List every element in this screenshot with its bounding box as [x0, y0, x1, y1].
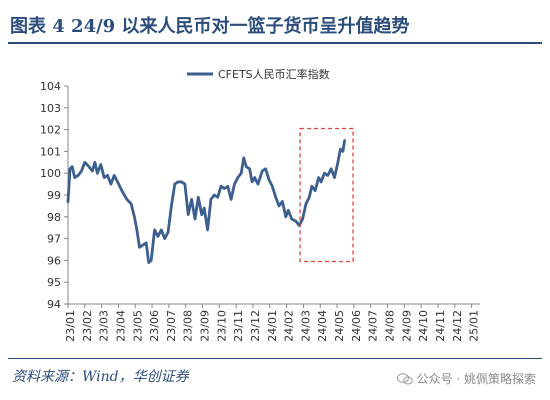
title-divider	[8, 42, 542, 44]
x-tick-label: 24/01	[266, 310, 279, 342]
x-tick-label: 23/06	[148, 310, 161, 342]
x-axis: 23/01 23/02 23/03 23/04 23/05 23/06 23/07 23/08…	[64, 303, 481, 342]
highlight-box	[299, 127, 354, 263]
watermark: 公众号 · 姚佩策略探索	[396, 370, 536, 387]
y-tick-label: 101	[40, 145, 61, 158]
y-axis: 94 95 96 97 98 99 100 101 102 103 104	[40, 80, 69, 311]
x-tick-label: 23/04	[114, 310, 127, 342]
y-tick-label: 97	[47, 233, 61, 246]
x-tick-label: 24/02	[283, 310, 296, 342]
y-tick-label: 99	[47, 189, 61, 202]
source-note: 资料来源：Wind，华创证券	[12, 369, 189, 385]
y-tick-label: 95	[47, 276, 61, 289]
x-tick-label: 24/08	[384, 310, 397, 342]
x-tick-label: 24/11	[434, 310, 447, 342]
y-tick-label: 96	[47, 254, 61, 267]
x-tick-label: 23/11	[232, 310, 245, 342]
x-tick-label: 24/09	[400, 310, 413, 342]
chart-legend: CFETS人民币汇率指数	[187, 67, 330, 81]
y-tick-label: 100	[40, 167, 61, 180]
y-tick-label: 98	[47, 211, 61, 224]
x-tick-label: 23/03	[98, 310, 111, 342]
x-tick-label: 24/03	[299, 310, 312, 342]
y-tick-label: 104	[40, 80, 61, 93]
x-tick-label: 24/04	[316, 310, 329, 342]
title-bar: 图表 4 24/9 以来人民币对一篮子货币呈升值趋势	[0, 0, 550, 44]
x-tick-label: 23/07	[165, 310, 178, 342]
x-tick-label: 23/01	[64, 310, 77, 342]
x-tick-label: 24/12	[451, 310, 464, 342]
plot-area	[66, 127, 354, 264]
watermark-text: 公众号 · 姚佩策略探索	[416, 372, 536, 386]
x-tick-label: 24/06	[350, 310, 363, 342]
x-tick-label: 24/05	[333, 310, 346, 342]
page-title: 图表 4 24/9 以来人民币对一篮子货币呈升值趋势	[10, 16, 410, 37]
x-tick-label: 24/07	[367, 310, 380, 342]
x-tick-label: 23/05	[131, 310, 144, 342]
line-chart: CFETS人民币汇率指数 94 95 96 97 98 99 100 101 102 103 104…	[40, 67, 481, 342]
footer-divider	[8, 358, 542, 359]
y-tick-label: 103	[40, 102, 61, 115]
legend-label: CFETS人民币汇率指数	[218, 67, 330, 81]
x-tick-label: 23/10	[215, 310, 228, 342]
x-tick-label: 24/10	[417, 310, 430, 342]
y-tick-label: 102	[40, 124, 61, 137]
x-tick-label: 25/01	[468, 310, 481, 342]
wechat-icon	[396, 372, 413, 385]
x-tick-label: 23/09	[199, 310, 212, 342]
series-line	[66, 139, 346, 264]
y-tick-label: 94	[47, 298, 61, 311]
x-tick-label: 23/08	[182, 310, 195, 342]
x-tick-label: 23/12	[249, 310, 262, 342]
x-tick-label: 23/02	[81, 310, 94, 342]
